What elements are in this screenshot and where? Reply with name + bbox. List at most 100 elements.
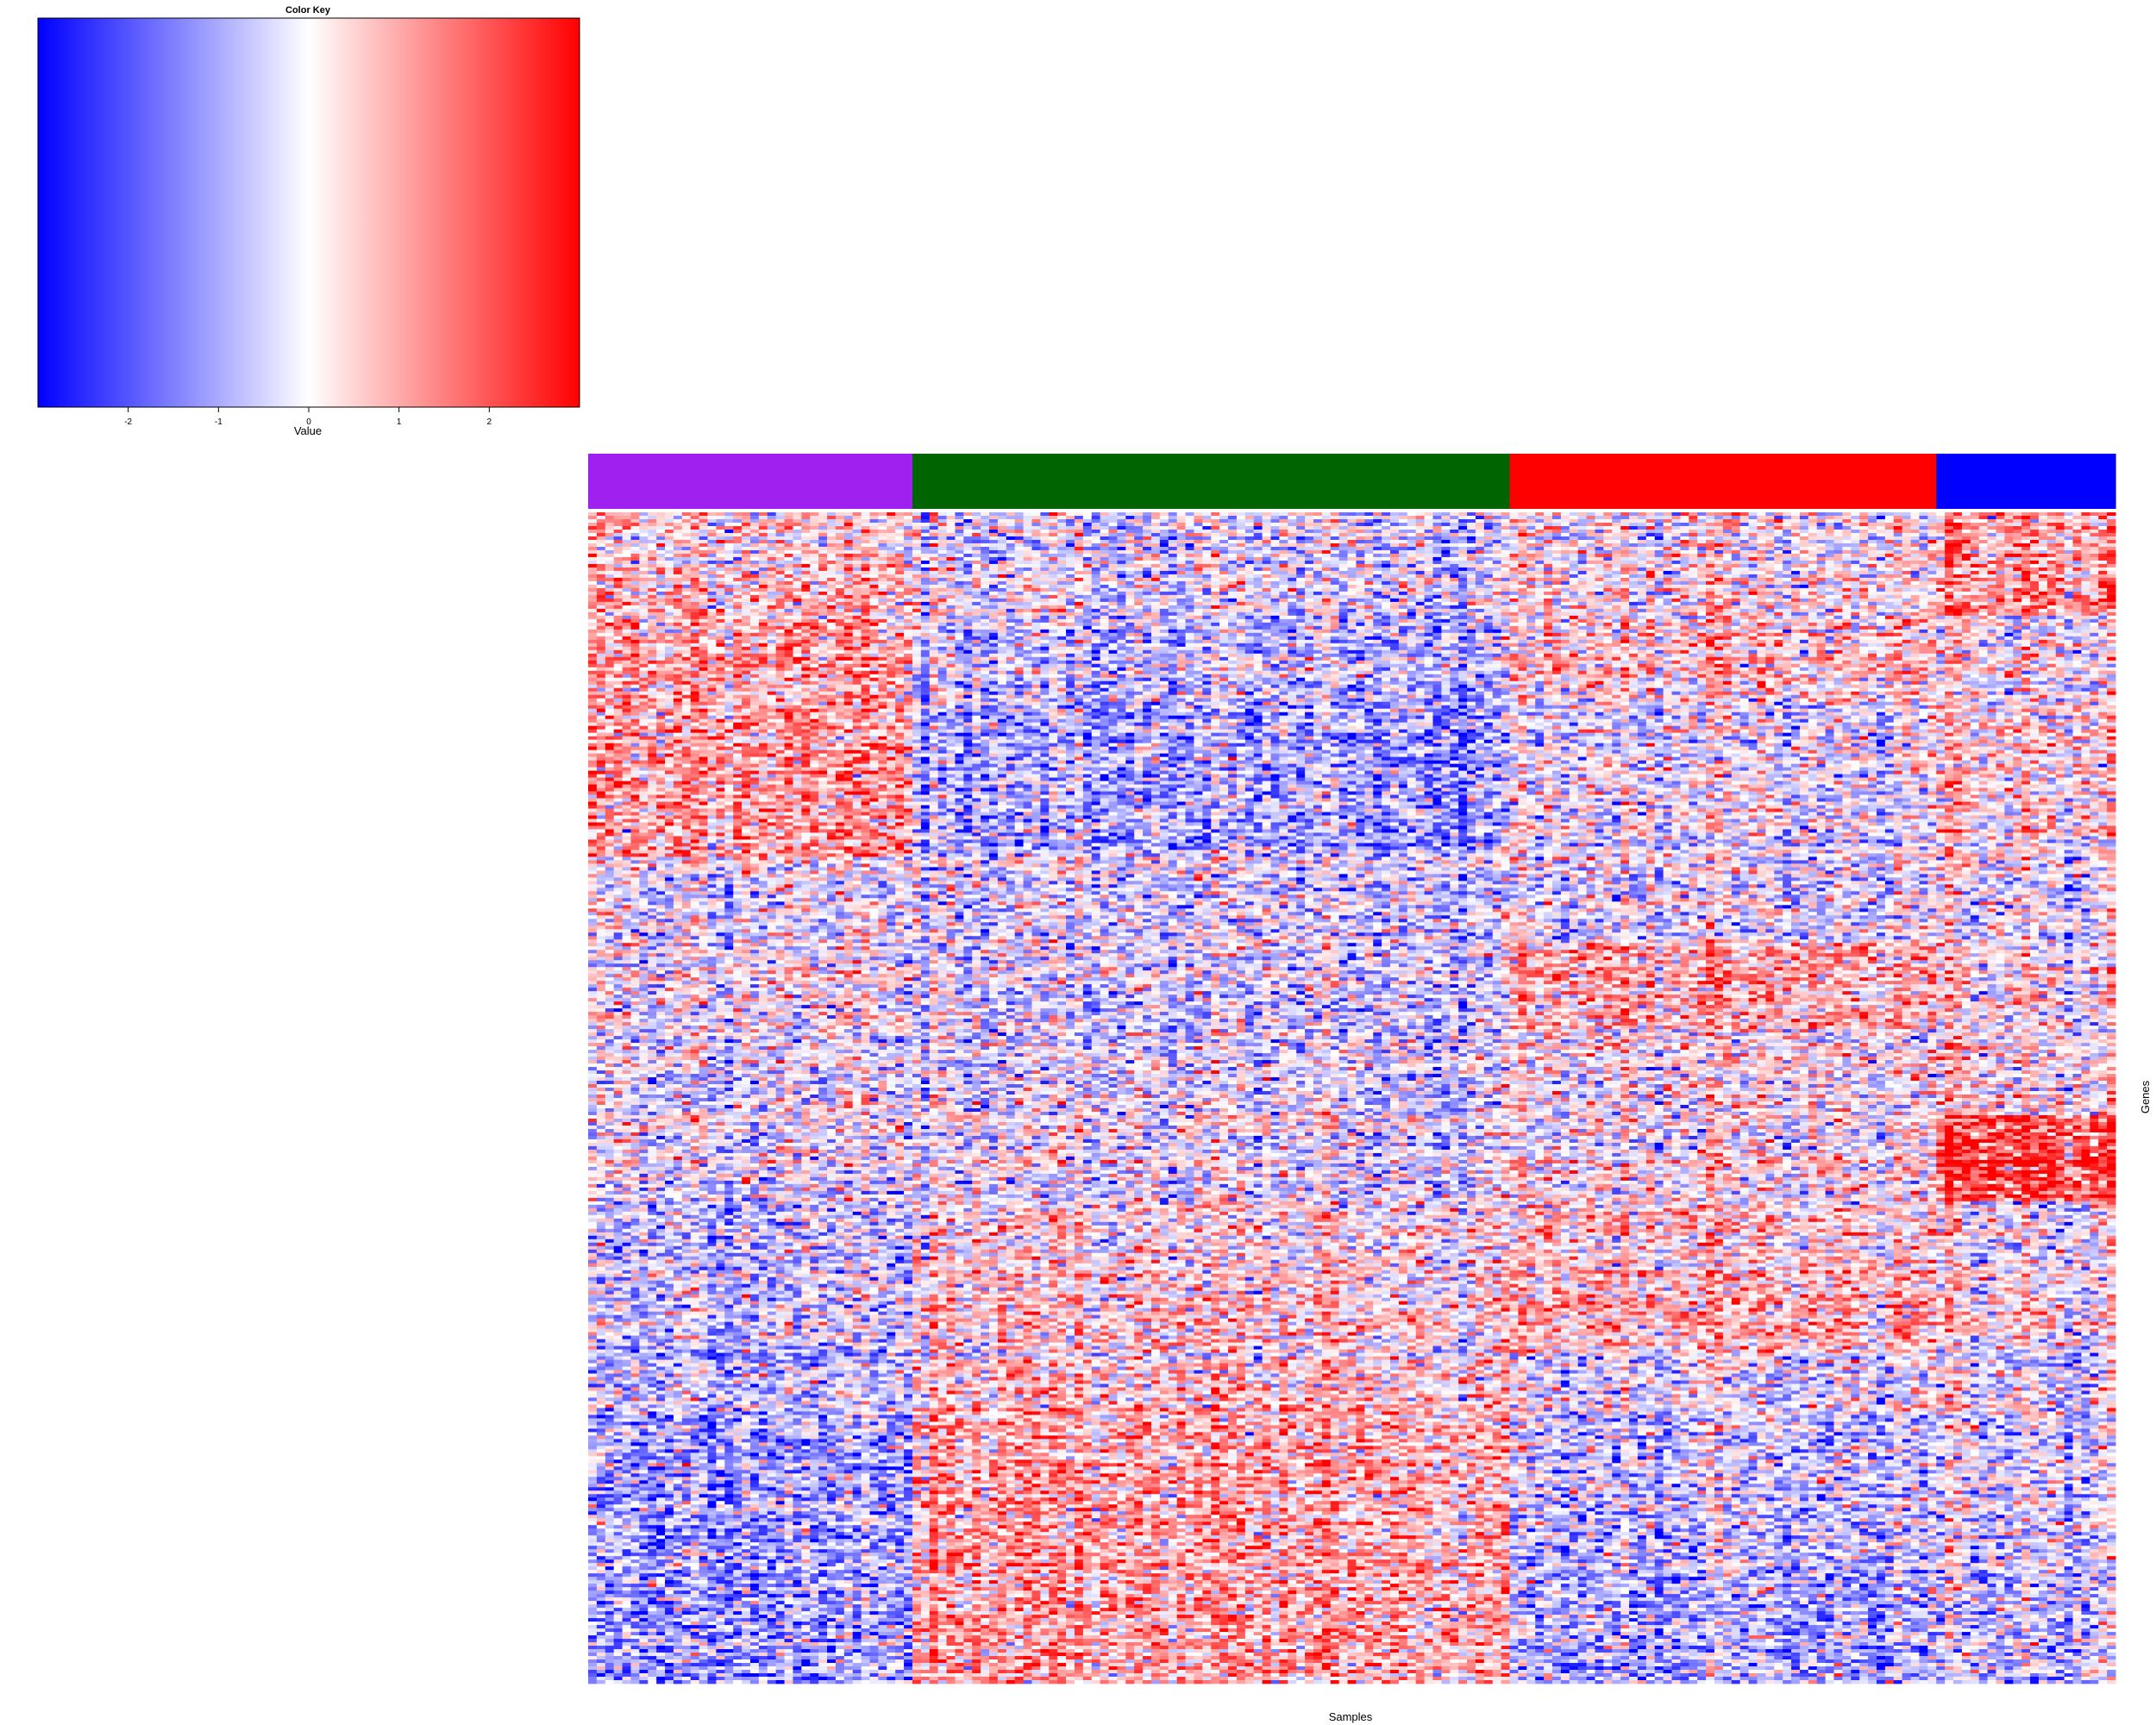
heatmap-cell: [1143, 530, 1151, 533]
heatmap-cell: [1373, 550, 1382, 554]
heatmap-cell: [947, 550, 956, 554]
heatmap-cell: [1254, 550, 1263, 554]
heatmap-cell: [1714, 516, 1723, 519]
heatmap-cell: [1732, 540, 1740, 543]
heatmap-cell: [724, 550, 733, 554]
heatmap-cell: [989, 530, 998, 533]
heatmap-cell: [878, 516, 887, 519]
heatmap-cell: [1689, 547, 1697, 550]
heatmap-cell: [904, 523, 912, 526]
heatmap-cell: [1057, 530, 1066, 533]
heatmap-cell: [1305, 540, 1313, 543]
heatmap-cell: [656, 523, 665, 526]
heatmap-cell: [605, 547, 614, 550]
heatmap-cell: [1817, 519, 1826, 523]
heatmap-cell: [1228, 519, 1237, 523]
heatmap-cell: [1902, 523, 1911, 526]
heatmap-cell: [1279, 530, 1288, 533]
heatmap-cell: [1953, 516, 1962, 519]
heatmap-cell: [708, 536, 717, 540]
heatmap-cell: [1826, 547, 1834, 550]
heatmap-cell: [1279, 523, 1288, 526]
heatmap-cell: [742, 519, 750, 523]
heatmap-cell: [1714, 543, 1723, 547]
heatmap-cell: [2047, 530, 2056, 533]
heatmap-cell: [597, 547, 605, 550]
heatmap-cell: [1493, 519, 1501, 523]
heatmap-cell: [724, 554, 733, 557]
heatmap-cell: [1706, 543, 1714, 547]
heatmap-cell: [938, 543, 947, 547]
heatmap-cell: [1501, 516, 1510, 519]
heatmap-cell: [785, 526, 793, 530]
heatmap-cell: [1595, 533, 1603, 536]
heatmap-cell: [1117, 550, 1125, 554]
heatmap-cell: [699, 536, 708, 540]
heatmap-cell: [1450, 516, 1458, 519]
heatmap-cell: [1603, 526, 1612, 530]
heatmap-cell: [1296, 547, 1305, 550]
heatmap-cell: [2090, 512, 2098, 516]
heatmap-cell: [1100, 550, 1109, 554]
heatmap-cell: [930, 536, 938, 540]
heatmap-cell: [1476, 523, 1484, 526]
heatmap-cell: [1441, 519, 1450, 523]
heatmap-cell: [1254, 530, 1263, 533]
heatmap-cell: [1416, 536, 1425, 540]
heatmap-cell: [972, 526, 981, 530]
heatmap-cell: [801, 543, 810, 547]
heatmap-cell: [1031, 540, 1040, 543]
heatmap-cell: [588, 543, 597, 547]
heatmap-cell: [1100, 516, 1109, 519]
heatmap-cell: [1202, 533, 1211, 536]
heatmap-cell: [1075, 543, 1083, 547]
heatmap-cell: [2021, 536, 2030, 540]
heatmap-cell: [963, 540, 972, 543]
heatmap-cell: [1245, 519, 1254, 523]
heatmap-cell: [1015, 530, 1024, 533]
heatmap-cell: [895, 519, 904, 523]
heatmap-cell: [887, 530, 895, 533]
heatmap-cell: [1646, 512, 1655, 516]
heatmap-cell: [1024, 536, 1032, 540]
heatmap-cell: [921, 530, 930, 533]
heatmap-cell: [827, 550, 836, 554]
heatmap-cell: [1953, 550, 1962, 554]
heatmap-cell: [1194, 516, 1202, 519]
heatmap-cell: [1672, 523, 1681, 526]
heatmap-cell: [1467, 536, 1476, 540]
heatmap-cell: [1510, 547, 1519, 550]
heatmap-cell: [1927, 550, 1936, 554]
heatmap-cell: [1919, 536, 1927, 540]
heatmap-cell: [1143, 512, 1151, 516]
heatmap-cell: [1834, 523, 1843, 526]
heatmap-cell: [1117, 547, 1125, 550]
heatmap-cell: [1979, 516, 1988, 519]
heatmap-cell: [1655, 519, 1664, 523]
heatmap-cell: [1331, 519, 1339, 523]
heatmap-cell: [1740, 516, 1749, 519]
heatmap-cell: [1476, 530, 1484, 533]
heatmap-cell: [1501, 543, 1510, 547]
heatmap-cell: [1749, 526, 1758, 530]
heatmap-cell: [1066, 533, 1075, 536]
heatmap-cell: [759, 540, 768, 543]
heatmap-cell: [1510, 536, 1519, 540]
heatmap-cell: [1689, 526, 1697, 530]
heatmap-cell: [1552, 512, 1561, 516]
heatmap-cell: [1467, 523, 1476, 526]
heatmap-cell: [1348, 536, 1357, 540]
heatmap-cell: [2107, 519, 2115, 523]
heatmap-cell: [750, 533, 759, 536]
heatmap-cell: [656, 533, 665, 536]
heatmap-cell: [1501, 533, 1510, 536]
heatmap-cell: [759, 550, 768, 554]
heatmap-cell: [1476, 543, 1484, 547]
heatmap-cell: [1092, 526, 1100, 530]
heatmap-cell: [1817, 533, 1826, 536]
heatmap-cell: [691, 554, 699, 557]
heatmap-cell: [938, 530, 947, 533]
heatmap-cell: [1911, 533, 1920, 536]
heatmap-cell: [2056, 543, 2065, 547]
heatmap-cell: [1526, 547, 1535, 550]
